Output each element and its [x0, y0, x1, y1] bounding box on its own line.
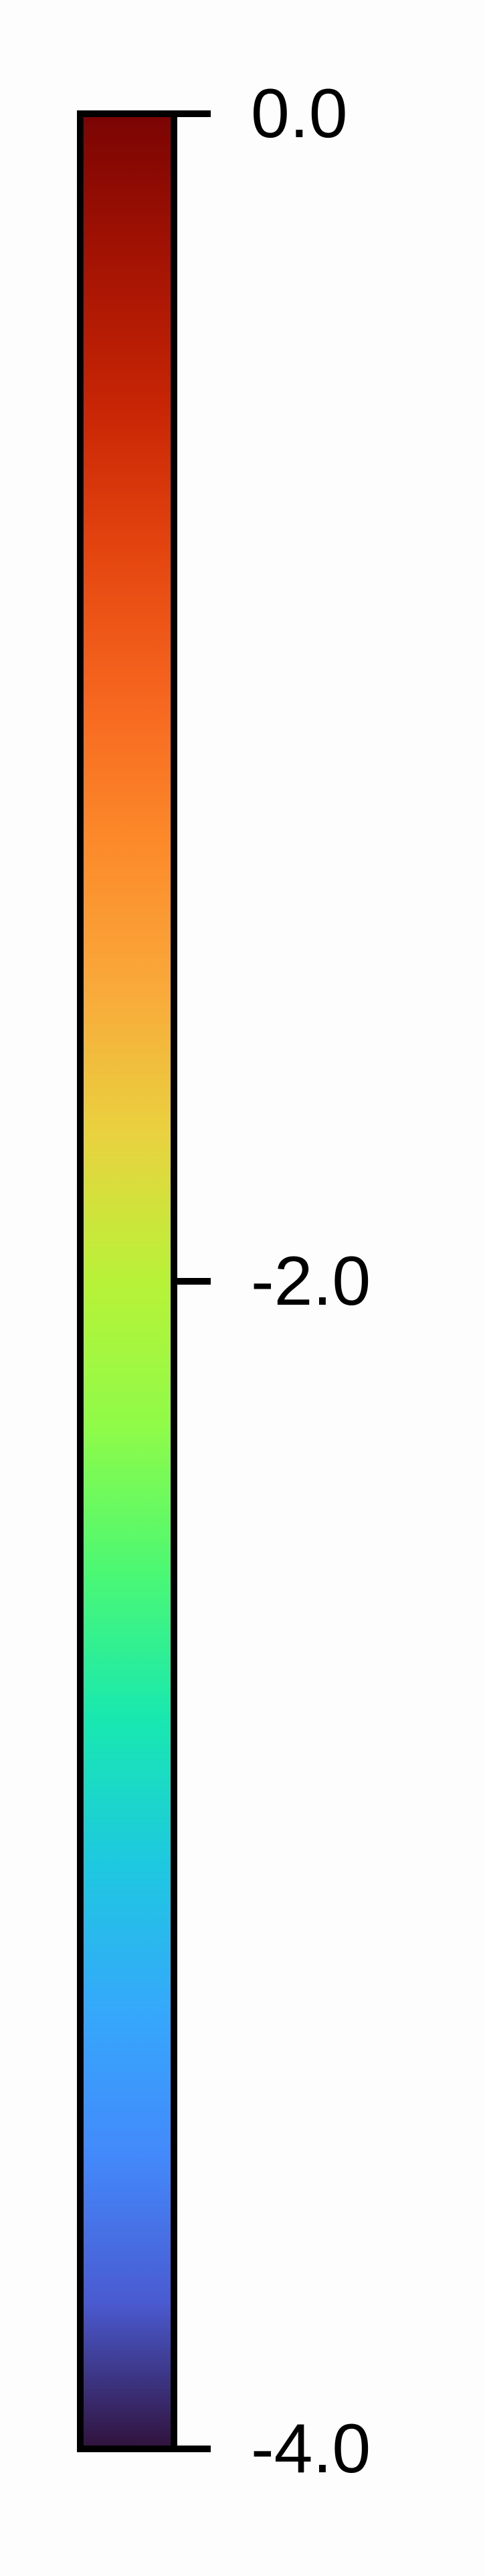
tick-label: -2.0	[251, 1243, 371, 1320]
colorbar-ticks: 0.0 -2.0 -4.0	[174, 75, 371, 2488]
tick-label: 0.0	[251, 75, 348, 153]
colorbar-fill	[80, 114, 174, 2449]
tick-label: -4.0	[251, 2410, 371, 2488]
